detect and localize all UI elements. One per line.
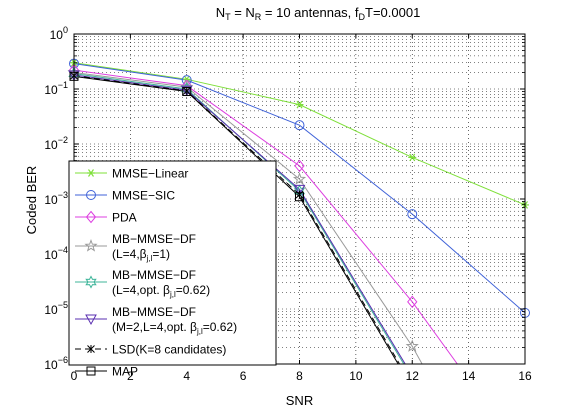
series-line-4 — [74, 71, 423, 364]
x-tick-label: 2 — [127, 369, 134, 383]
series-1-marker — [408, 153, 417, 162]
legend-label-1: MMSE−Linear — [112, 167, 188, 181]
legend-marker-2 — [86, 190, 96, 200]
legend-marker-8 — [86, 366, 96, 376]
legend-marker-6 — [85, 314, 97, 326]
legend-subscript: j,l — [146, 254, 153, 263]
legend-label-2: MMSE−SIC — [112, 189, 175, 203]
series-line-8 — [74, 75, 399, 364]
legend-text: =1) — [152, 247, 170, 261]
legend-text: MB−MMSE−DF — [112, 305, 196, 319]
x-axis-label: SNR — [286, 393, 313, 408]
y-tick-label: 100 — [50, 25, 68, 42]
y-tick-base: 10 — [44, 303, 58, 317]
legend-text: MB−MMSE−DF — [112, 232, 196, 246]
y-tick-label: 10−6 — [44, 355, 68, 372]
series-8-marker — [295, 192, 304, 202]
legend-label-6: MB−MMSE−DF — [112, 305, 196, 319]
legend-text: (L=4,opt. β — [112, 283, 170, 297]
legend-text: (L=4,β — [112, 247, 147, 261]
legend-marker-5 — [85, 275, 97, 289]
series-4-marker — [405, 339, 419, 352]
legend-label-5: MB−MMSE−DF — [112, 268, 196, 282]
legend-text: MMSE−Linear — [112, 167, 188, 181]
x-tick-label: 10 — [349, 369, 363, 383]
y-tick-label: 10−3 — [44, 190, 68, 207]
y-tick-exponent: −6 — [58, 355, 68, 365]
y-tick-base: 10 — [44, 248, 58, 262]
y-tick-base: 10 — [50, 28, 64, 42]
legend-text: (M=2,L=4,opt. β — [112, 320, 197, 334]
x-tick-label: 12 — [406, 369, 420, 383]
legend-marker-3 — [85, 210, 97, 224]
y-axis-label: Coded BER — [24, 166, 39, 235]
legend-label-5: (L=4,opt. βj,l=0.62) — [112, 283, 210, 299]
y-tick-exponent: −5 — [58, 300, 68, 310]
y-tick-exponent: −3 — [58, 190, 68, 200]
legend-marker-1 — [87, 169, 95, 177]
legend-label-8: MAP — [112, 365, 138, 379]
y-tick-label: 10−2 — [44, 135, 68, 152]
legend-text: MB−MMSE−DF — [112, 268, 196, 282]
series-6-marker — [180, 85, 193, 97]
y-tick-base: 10 — [44, 83, 58, 97]
x-tick-label: 6 — [240, 369, 247, 383]
y-tick-label: 10−5 — [44, 300, 68, 317]
x-tick-label: 8 — [296, 369, 303, 383]
series-8-marker — [182, 87, 192, 97]
series-3-marker — [294, 159, 305, 173]
y-tick-exponent: 0 — [63, 25, 68, 35]
y-tick-base: 10 — [44, 193, 58, 207]
legend-label-4: (L=4,βj,l=1) — [112, 247, 170, 263]
y-tick-exponent: −1 — [58, 80, 68, 90]
series-2-marker — [294, 120, 305, 131]
y-tick-base: 10 — [44, 138, 58, 152]
x-tick-label: 4 — [183, 369, 190, 383]
legend-text: =0.62) — [203, 320, 237, 334]
x-tick-label: 16 — [518, 369, 532, 383]
legend-text: LSD(K=8 candidates) — [112, 343, 226, 357]
legend-subscript: j,l — [169, 290, 176, 299]
x-tick-labels: 0 2 4 6 8 10 12 14 16 — [71, 369, 532, 383]
x-tick-label: 14 — [462, 369, 476, 383]
series-line-2 — [74, 63, 525, 314]
series-6-marker — [293, 184, 306, 196]
x-tick-label: 0 — [71, 369, 78, 383]
y-tick-label: 10−4 — [44, 245, 68, 262]
series-group — [74, 62, 525, 364]
series-line-7 — [74, 75, 401, 364]
y-tick-label: 10−1 — [44, 80, 68, 97]
y-tick-exponent: −2 — [58, 135, 68, 145]
y-tick-exponent: −4 — [58, 245, 68, 255]
series-4-marker — [292, 172, 307, 185]
series-2-marker — [407, 209, 418, 220]
legend-text: MMSE−SIC — [112, 189, 175, 203]
legend-marker-7 — [87, 345, 95, 353]
legend-text: =0.62) — [176, 283, 210, 297]
legend: MMSE−LinearMMSE−SICPDAMB−MMSE−DF(L=4,βj,… — [68, 160, 277, 379]
series-line-6 — [74, 74, 406, 364]
legend-subscript: j,l — [196, 327, 203, 336]
series-2-marker — [181, 75, 192, 86]
series-line-3 — [74, 69, 458, 364]
chart-title: NT = NR = 10 antennas, fDT=0.0001 — [216, 5, 421, 22]
series-7-marker — [182, 86, 191, 95]
legend-text: MAP — [112, 365, 138, 379]
series-1-marker — [295, 100, 304, 109]
legend-label-6: (M=2,L=4,opt. βj,l=0.62) — [112, 320, 237, 336]
legend-marker-4 — [84, 239, 98, 252]
series-3-marker — [407, 295, 418, 309]
legend-label-7: LSD(K=8 candidates) — [112, 343, 226, 357]
y-tick-base: 10 — [44, 358, 58, 372]
legend-label-3: PDA — [112, 211, 137, 225]
series-layer — [67, 58, 530, 364]
legend-text: PDA — [112, 211, 137, 225]
legend-label-4: MB−MMSE−DF — [112, 232, 196, 246]
